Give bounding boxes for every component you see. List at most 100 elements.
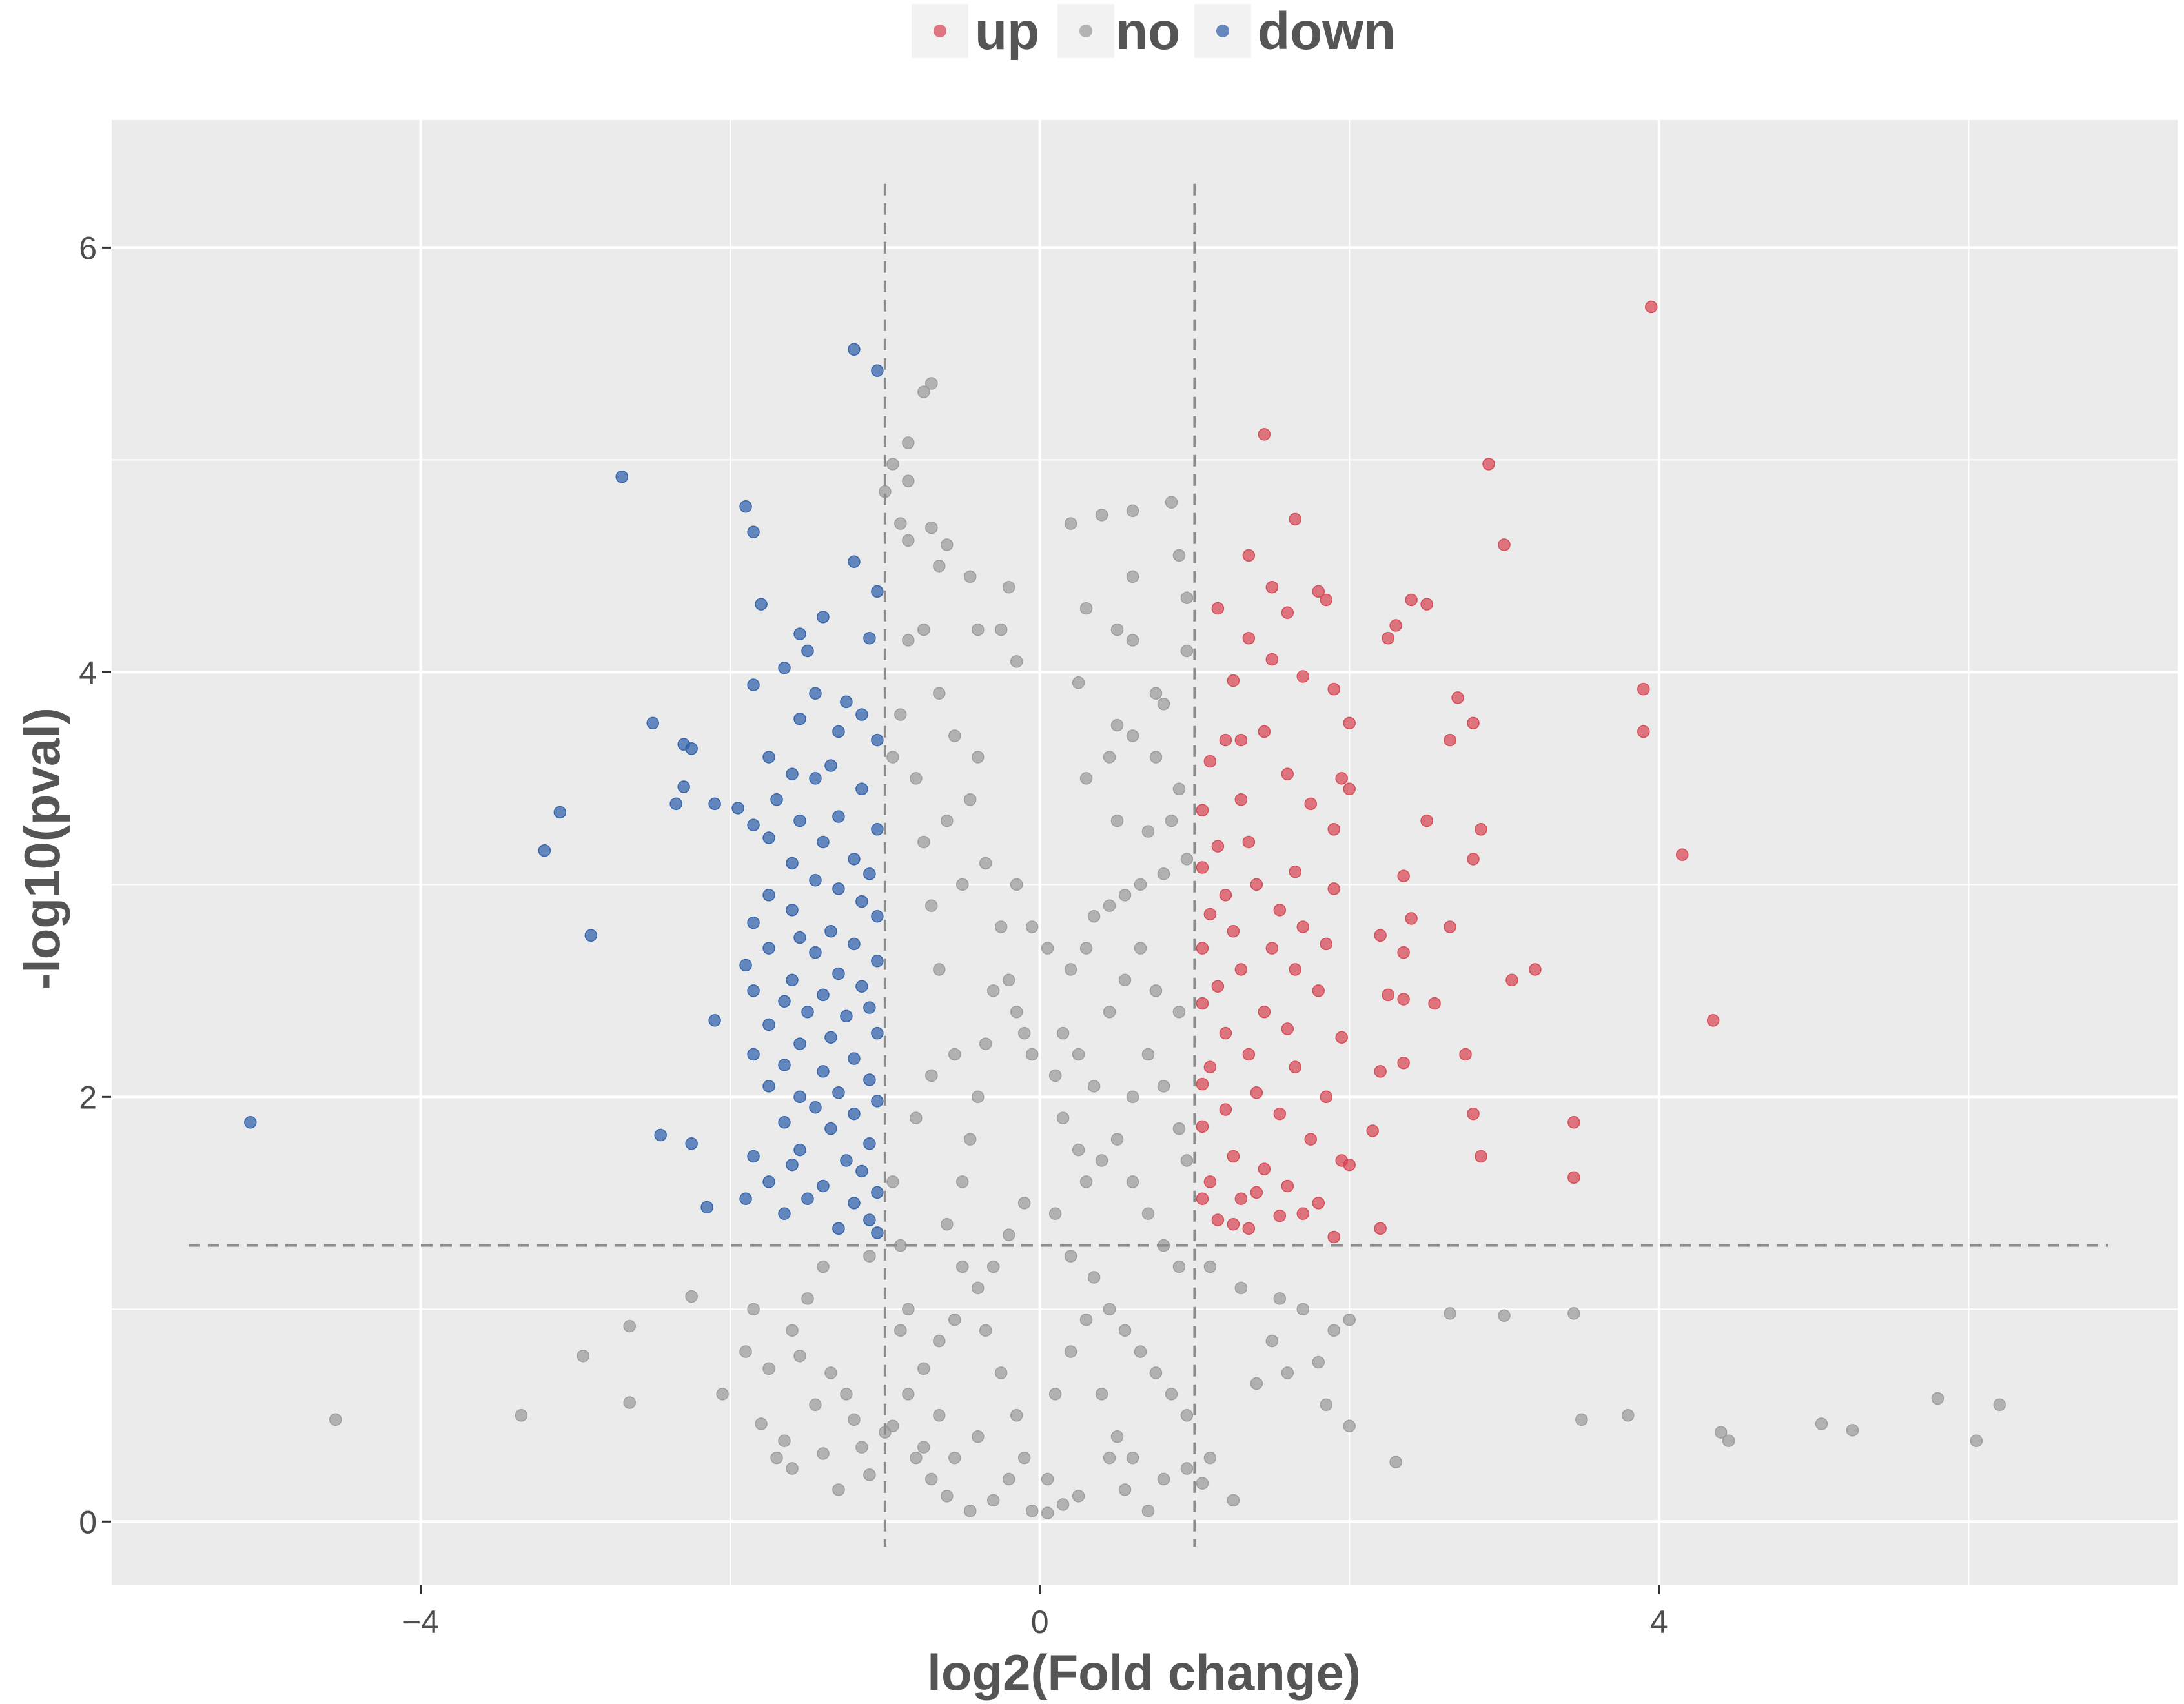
point-no <box>1157 1080 1170 1093</box>
point-up <box>1250 878 1263 891</box>
point-no <box>917 1362 930 1375</box>
point-no <box>1079 772 1093 785</box>
point-no <box>1134 878 1147 891</box>
point-up <box>1382 988 1394 1002</box>
point-no <box>979 1037 992 1050</box>
point-down <box>848 343 861 356</box>
point-no <box>786 1324 799 1337</box>
point-no <box>1002 1472 1015 1486</box>
legend: up no down <box>912 2 1396 61</box>
point-no <box>1072 1490 1085 1503</box>
point-no <box>1010 655 1023 668</box>
point-no <box>1165 496 1178 509</box>
point-down <box>863 867 876 880</box>
point-down <box>863 631 876 645</box>
point-no <box>809 1398 822 1412</box>
point-down <box>731 802 744 815</box>
point-down <box>801 1005 814 1019</box>
point-up <box>1234 733 1248 747</box>
point-down <box>871 909 884 923</box>
point-up <box>1327 1230 1340 1244</box>
point-no <box>979 1324 992 1337</box>
point-up <box>1420 598 1433 611</box>
point-no <box>1079 1314 1093 1326</box>
point-no <box>886 458 899 471</box>
point-up <box>1203 1060 1217 1074</box>
point-up <box>1567 1116 1580 1129</box>
point-no <box>1002 1228 1015 1241</box>
point-no <box>1079 1175 1093 1188</box>
point-no <box>964 1133 977 1146</box>
legend-label-down: down <box>1258 2 1396 61</box>
point-no <box>1017 1451 1031 1465</box>
point-up <box>1374 1222 1387 1235</box>
point-no <box>1087 909 1101 923</box>
point-up <box>1250 1186 1263 1199</box>
point-down <box>817 988 830 1002</box>
point-no <box>971 1090 985 1104</box>
point-down <box>871 1186 884 1199</box>
point-no <box>840 1388 853 1401</box>
point-down <box>855 895 868 908</box>
point-no <box>1118 889 1132 902</box>
point-no <box>1056 1111 1070 1124</box>
point-up <box>1397 993 1410 1006</box>
point-up <box>1289 512 1302 526</box>
point-no <box>994 1366 1008 1379</box>
point-no <box>685 1290 698 1303</box>
point-down <box>855 782 868 796</box>
point-down <box>669 797 682 811</box>
point-down <box>855 980 868 993</box>
point-up <box>1312 1197 1325 1210</box>
point-no <box>1180 1154 1194 1167</box>
point-no <box>933 1409 946 1422</box>
point-no <box>848 1413 861 1426</box>
point-up <box>1296 1207 1310 1221</box>
point-no <box>1180 591 1194 604</box>
y-tick-label: 0 <box>79 1504 97 1540</box>
point-up <box>1482 458 1495 471</box>
point-down <box>762 751 775 764</box>
point-no <box>1126 634 1139 647</box>
point-down <box>793 1037 806 1050</box>
point-up <box>1227 1217 1240 1231</box>
point-no <box>1126 1090 1139 1104</box>
y-tick-label: 6 <box>79 230 97 266</box>
point-down <box>615 470 629 483</box>
point-down <box>739 500 752 513</box>
point-no <box>1180 1462 1194 1475</box>
point-down <box>762 889 775 902</box>
point-no <box>894 517 907 530</box>
point-down <box>762 942 775 955</box>
point-down <box>871 1226 884 1239</box>
point-no <box>1010 1409 1023 1422</box>
point-down <box>871 364 884 377</box>
point-down <box>654 1128 667 1142</box>
point-no <box>1165 814 1178 827</box>
point-down <box>840 695 853 709</box>
point-no <box>1103 899 1116 912</box>
point-no <box>1064 517 1077 530</box>
point-down <box>832 882 845 895</box>
x-tick-label: 4 <box>1650 1604 1668 1640</box>
point-down <box>770 793 783 806</box>
point-up <box>1296 670 1310 683</box>
point-no <box>1149 751 1163 764</box>
point-no <box>1025 1505 1039 1517</box>
point-no <box>1815 1417 1828 1430</box>
point-up <box>1203 755 1217 768</box>
point-no <box>1203 1451 1217 1465</box>
point-up <box>1196 1192 1209 1205</box>
point-no <box>1250 1377 1263 1390</box>
point-no <box>1343 1419 1356 1433</box>
point-up <box>1405 912 1418 925</box>
point-no <box>1048 1388 1062 1401</box>
point-down <box>809 1101 822 1114</box>
point-no <box>1056 1498 1070 1511</box>
point-no <box>1064 1345 1077 1358</box>
point-up <box>1459 1048 1472 1061</box>
point-up <box>1289 963 1302 976</box>
point-no <box>577 1349 590 1363</box>
point-no <box>1095 1154 1108 1167</box>
point-down <box>747 1150 760 1163</box>
